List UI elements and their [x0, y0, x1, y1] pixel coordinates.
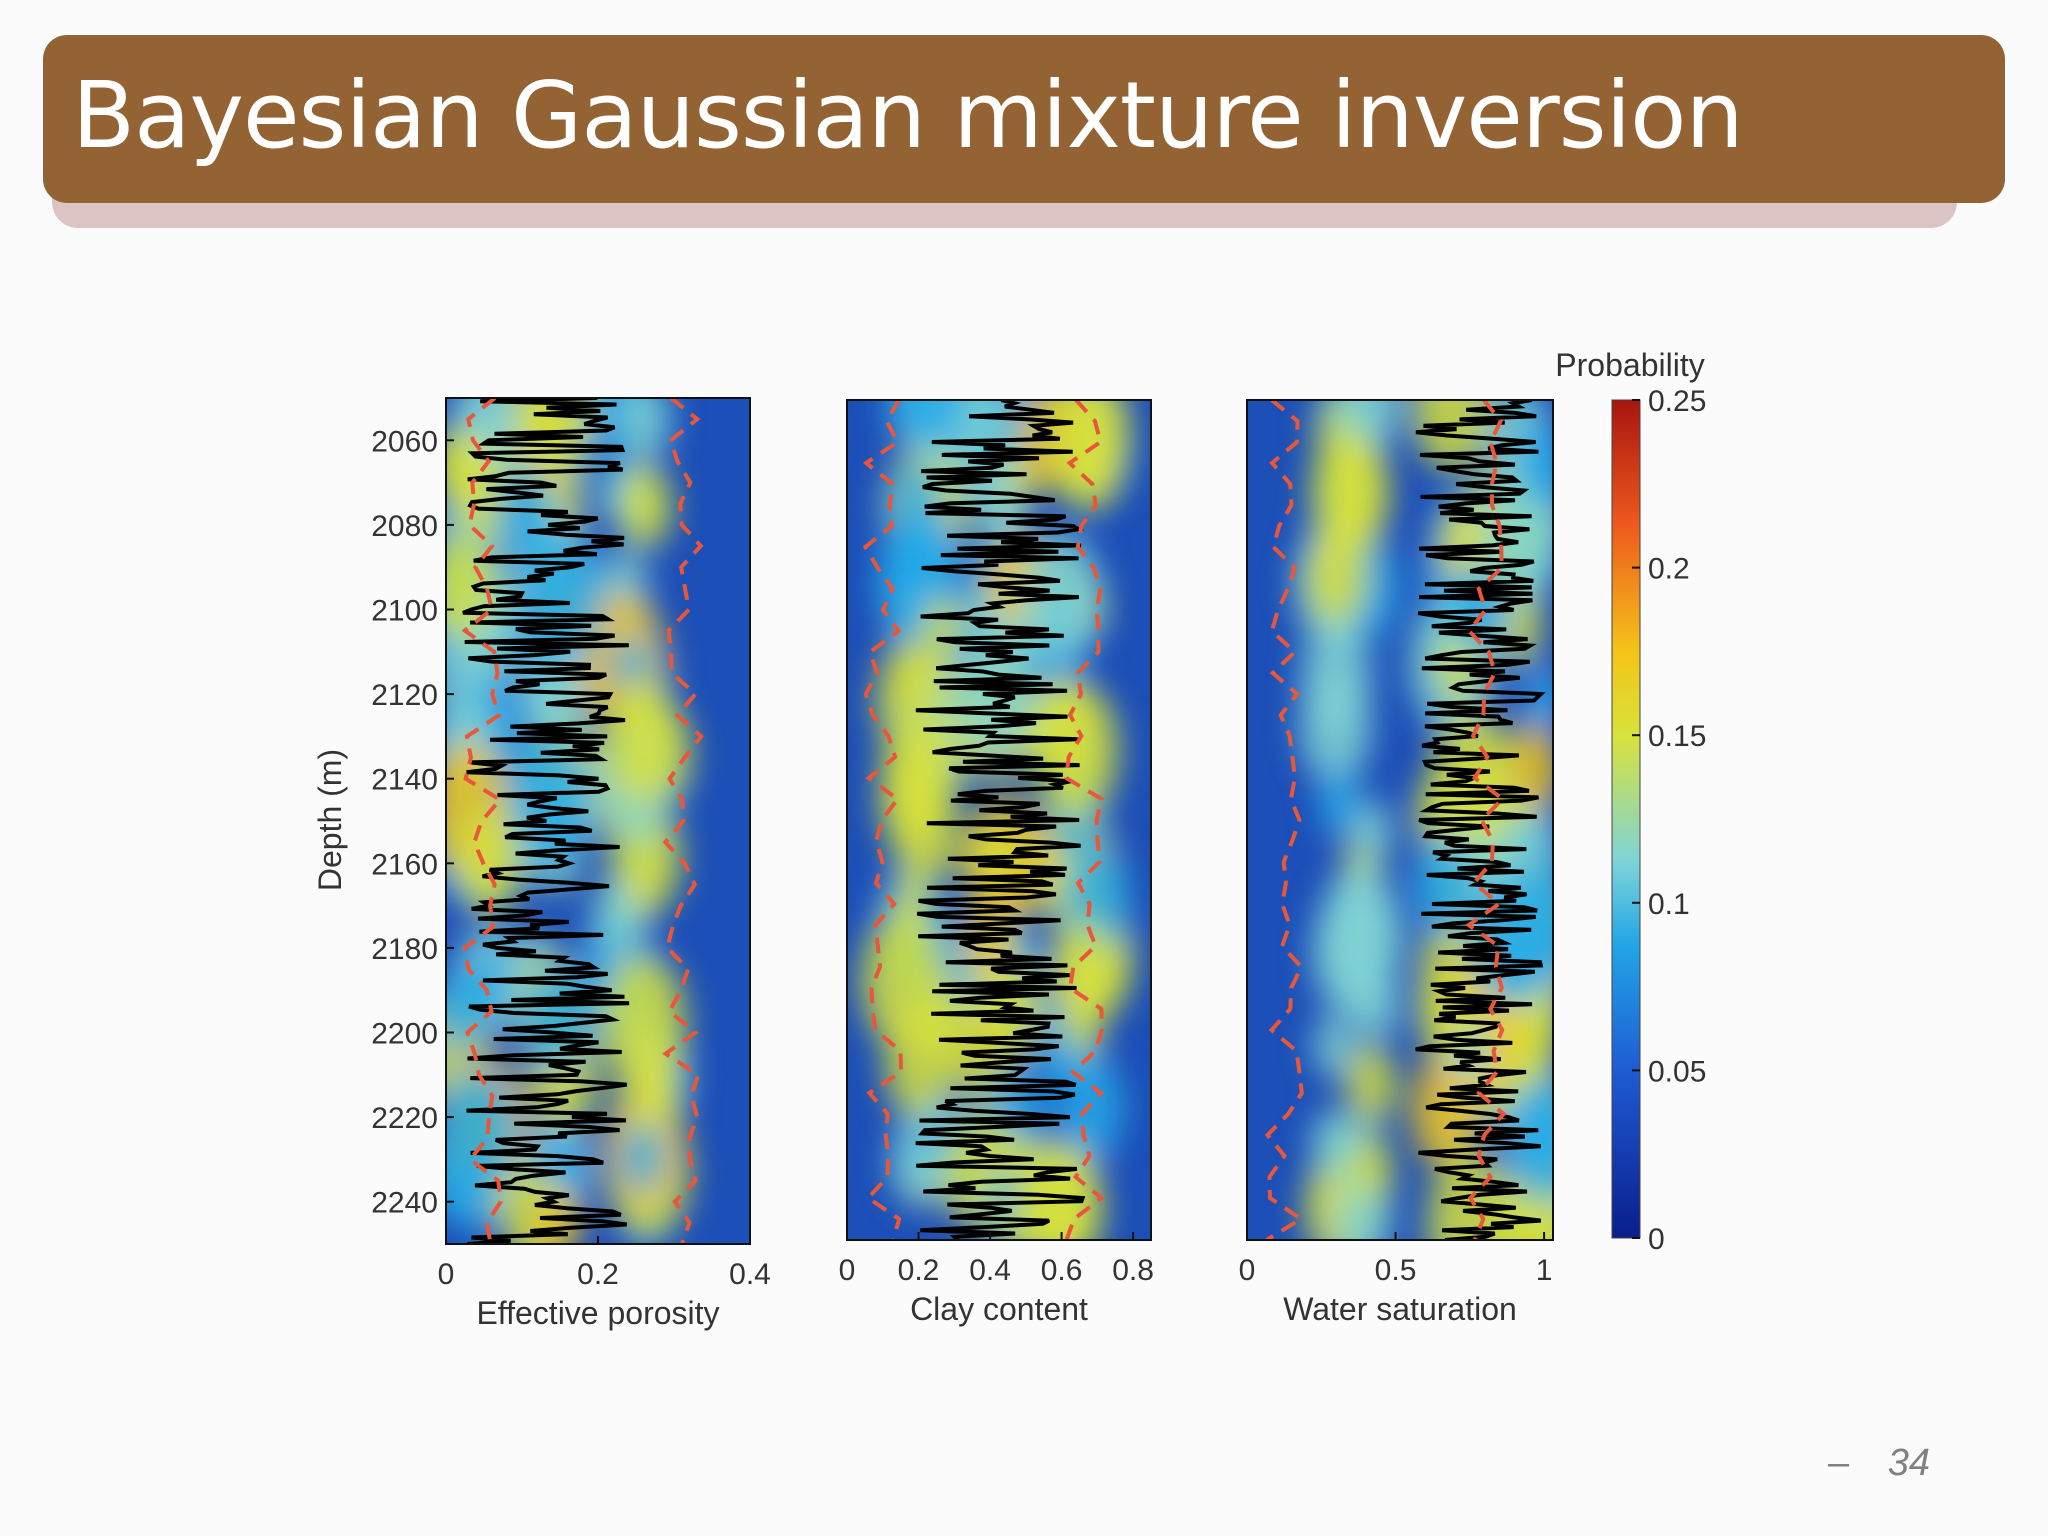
x-axis-label: Water saturation — [1283, 1291, 1517, 1327]
x-axis-label: Clay content — [910, 1291, 1088, 1327]
confidence-bound-upper — [662, 398, 704, 1244]
y-tick-label: 2180 — [371, 933, 438, 966]
panel-1: 0 0.2 0.4 Effective porosity — [438, 397, 771, 1331]
x-tick-label: 0 — [438, 1258, 455, 1291]
y-tick-label: 2200 — [371, 1018, 438, 1051]
colorbar-tick-label: 0 — [1648, 1223, 1665, 1256]
x-tick-label: 0.6 — [1041, 1254, 1083, 1287]
measured-log-line — [1415, 400, 1546, 1240]
y-tick-label: 2080 — [371, 510, 438, 543]
panel-2: 0 0.2 0.4 0.6 0.8 Clay content — [839, 399, 1154, 1327]
x-tick-label: 1 — [1536, 1254, 1553, 1287]
x-tick-label: 0.2 — [577, 1258, 619, 1291]
confidence-bound-upper — [1465, 400, 1507, 1240]
colorbar-tick-label: 0.05 — [1648, 1055, 1706, 1088]
confidence-bound-upper — [1064, 400, 1105, 1240]
colorbar-tick-label: 0.25 — [1648, 385, 1706, 418]
colorbar-gradient — [1611, 399, 1641, 1239]
y-tick-label: 2240 — [371, 1187, 438, 1220]
slide-title: Bayesian Gaussian mixture inversion — [72, 62, 1744, 169]
confidence-bound-lower — [862, 400, 904, 1240]
measured-log-line — [462, 398, 630, 1244]
x-tick-label: 0.8 — [1112, 1254, 1154, 1287]
x-tick-label: 0.4 — [729, 1258, 771, 1291]
x-tick-label: 0.5 — [1375, 1254, 1417, 1287]
x-tick-label: 0 — [839, 1254, 856, 1287]
title-bar — [43, 35, 2005, 203]
chart-panels: 0 0.2 0.4 Effective porosity 0 0.2 0.4 0.6 0.8 Cl… — [438, 397, 1554, 1331]
y-tick-label: 2100 — [371, 595, 438, 628]
y-tick-label: 2220 — [371, 1102, 438, 1135]
y-tick-label: 2060 — [371, 425, 438, 458]
page-number: 34 — [1887, 1442, 1930, 1484]
confidence-bound-lower — [461, 398, 504, 1244]
page-dash: – — [1828, 1442, 1850, 1484]
y-tick-label: 2140 — [371, 764, 438, 797]
probability-field — [860, 400, 1133, 1240]
confidence-bound-lower — [1264, 400, 1305, 1240]
depth-axis: Depth (m) 2060 2080 2100 2120 2140 2160 2180 22… — [312, 425, 454, 1220]
probability-colorbar: Probability 0 0.05 0.1 0.15 0.2 0.25 — [1555, 347, 1706, 1256]
x-tick-label: 0 — [1239, 1254, 1256, 1287]
colorbar-tick-label: 0.2 — [1648, 553, 1690, 586]
panel-3: 0 0.5 1 Water saturation — [1239, 399, 1554, 1327]
x-tick-label: 0.2 — [898, 1254, 940, 1287]
y-tick-label: 2160 — [371, 848, 438, 881]
colorbar-title: Probability — [1555, 347, 1704, 383]
x-tick-label: 0.4 — [969, 1254, 1011, 1287]
y-axis-label: Depth (m) — [312, 749, 348, 891]
y-tick-label: 2120 — [371, 679, 438, 712]
colorbar-tick-label: 0.15 — [1648, 720, 1706, 753]
panel-frame — [1246, 399, 1554, 1241]
panel-frame — [846, 399, 1152, 1241]
colorbar-tick-label: 0.1 — [1648, 888, 1690, 921]
x-axis-label: Effective porosity — [476, 1295, 719, 1331]
measured-log-line — [915, 400, 1086, 1240]
